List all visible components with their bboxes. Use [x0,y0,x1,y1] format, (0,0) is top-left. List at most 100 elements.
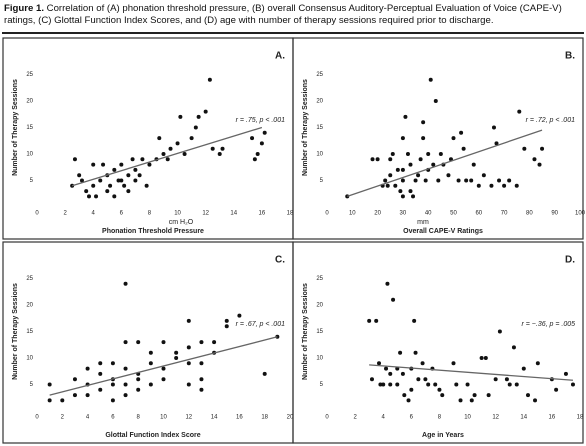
point [98,178,103,183]
point [77,173,82,178]
y-tick-label: 10 [26,152,33,158]
point [398,189,403,194]
point [454,382,459,387]
x-axis-label: Phonation Threshold Pressure [102,228,204,235]
point [431,162,436,167]
point [224,324,229,329]
panel-label: C. [275,255,285,266]
x-tick-label: 6 [120,211,124,217]
y-tick-label: 25 [26,276,33,282]
x-tick-label: 16 [549,415,556,421]
point [168,146,173,151]
point [494,141,499,146]
point [486,393,491,398]
point [395,382,400,387]
annotation: r = .75, p < .001 [236,117,286,124]
x-tick-label: 0 [325,211,329,217]
point [471,162,476,167]
panel-label: D. [565,255,575,266]
point [203,109,208,114]
point [161,340,166,345]
panel-border [292,37,584,240]
point [72,393,77,398]
x-tick-label: 100 [575,211,586,217]
point [413,178,418,183]
point [521,366,526,371]
point [196,114,201,119]
y-axis-label: Number of Therapy Sessions [12,79,19,176]
point [110,382,115,387]
point [433,99,438,103]
x-axis-label: Glottal Function Index Score [105,432,200,439]
x-tick-label: 40 [425,211,432,217]
x-tick-label: 12 [492,415,499,421]
point [98,371,103,376]
point [112,194,117,199]
trendline [347,129,543,198]
point [459,130,464,135]
caption-label: Figure 1. [4,3,44,14]
point [456,178,461,183]
point [393,183,398,188]
point [207,77,212,82]
point [570,382,575,387]
point [413,350,418,355]
point [433,382,438,387]
x-tick-label: 10 [160,415,167,421]
point [212,340,217,345]
point [161,152,166,156]
point [91,183,96,188]
x-unit: mm [417,219,429,226]
x-tick-label: 12 [202,211,209,217]
point [511,345,516,350]
trendline [71,126,263,187]
point [535,361,540,366]
y-tick-label: 15 [316,329,323,335]
x-axis-label: Age in Years [422,432,464,439]
y-tick-label: 10 [26,356,33,362]
point [563,371,568,376]
x-tick-label: 4 [86,415,90,421]
point [374,318,379,323]
x-tick-label: 0 [35,211,39,217]
point [87,194,92,199]
point [385,281,390,286]
point [105,189,110,194]
point [199,387,204,392]
y-tick-label: 10 [316,356,323,362]
point [532,157,537,162]
point [476,183,481,188]
point [250,136,255,141]
point [423,178,428,183]
panel-border [2,37,294,240]
x-tick-label: 50 [450,211,457,217]
y-tick-label: 15 [26,329,33,335]
point [85,393,90,398]
point [408,189,413,194]
point [428,77,433,82]
point [144,183,149,188]
point [416,377,421,382]
x-tick-label: 14 [230,211,237,217]
point [400,136,405,141]
point [451,136,456,141]
point [388,371,393,376]
point [101,162,106,167]
point [378,382,383,387]
point [98,361,103,366]
annotation: r = .72, p < .001 [526,117,576,124]
point [137,173,142,178]
point [255,152,260,156]
y-tick-label: 25 [316,72,323,78]
x-tick-label: 0 [325,415,329,421]
point [220,146,225,151]
point [367,318,372,323]
point [390,152,395,156]
x-tick-label: 20 [287,415,294,421]
y-tick-label: 5 [30,382,34,388]
y-tick-label: 25 [26,72,33,78]
x-unit: cm H₂O [169,219,194,226]
point [178,114,183,119]
